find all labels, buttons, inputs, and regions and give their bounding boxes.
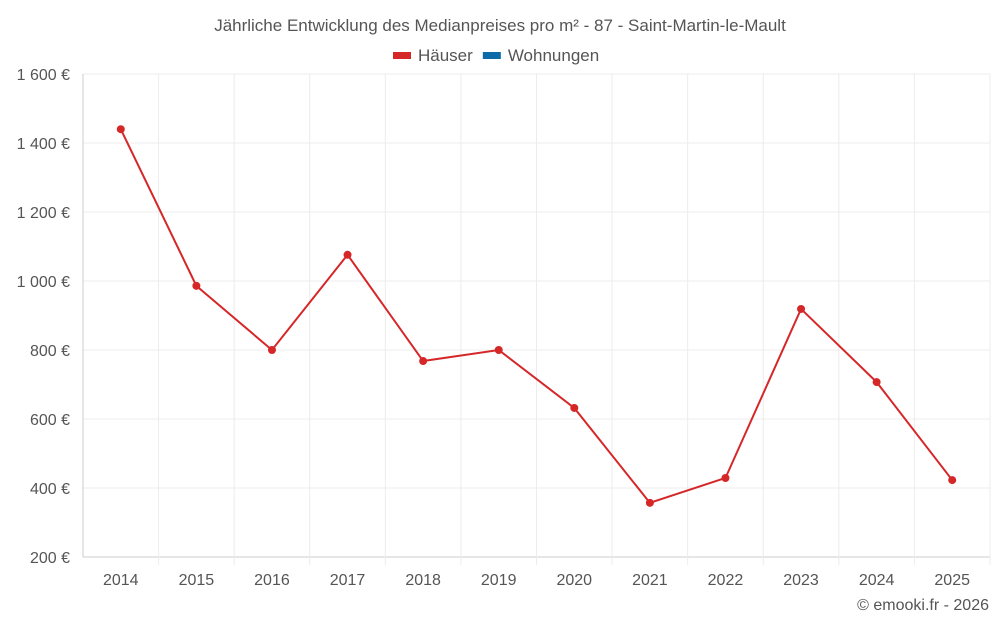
x-tick-label: 2023	[783, 572, 819, 589]
y-tick-label: 1 400 €	[17, 136, 70, 153]
data-point[interactable]	[645, 498, 654, 507]
y-tick-label: 1 600 €	[17, 67, 70, 84]
x-tick-label: 2017	[330, 572, 366, 589]
x-tick-label: 2021	[632, 572, 668, 589]
data-point[interactable]	[343, 250, 352, 259]
y-tick-label: 400 €	[30, 481, 70, 498]
chart-title: Jährliche Entwicklung des Medianpreises …	[214, 16, 786, 35]
data-point[interactable]	[419, 357, 428, 366]
x-tick-label: 2025	[934, 572, 970, 589]
data-point[interactable]	[494, 346, 503, 354]
data-point[interactable]	[872, 378, 881, 387]
data-point[interactable]	[948, 476, 957, 485]
x-tick-label: 2014	[103, 572, 139, 589]
series-line	[119, 128, 954, 505]
legend-item[interactable]: Häuser	[418, 46, 473, 65]
x-tick-label: 2016	[254, 572, 290, 589]
x-tick-label: 2018	[405, 572, 441, 589]
y-tick-label: 200 €	[30, 550, 70, 567]
y-tick-label: 600 €	[30, 412, 70, 429]
y-tick-label: 1 200 €	[17, 205, 70, 222]
x-tick-label: 2020	[556, 572, 592, 589]
credit: © emooki.fr - 2026	[857, 597, 989, 614]
data-point[interactable]	[116, 125, 125, 134]
legend-item[interactable]: Wohnungen	[508, 46, 599, 65]
legend-swatch	[482, 52, 501, 59]
x-tick-label: 2015	[179, 572, 215, 589]
data-point[interactable]	[797, 304, 806, 313]
data-point[interactable]	[192, 281, 201, 290]
data-point[interactable]	[267, 346, 276, 354]
x-tick-label: 2024	[859, 572, 895, 589]
x-tick-label: 2022	[708, 572, 744, 589]
legend-swatch	[393, 52, 411, 59]
data-point[interactable]	[570, 403, 579, 412]
y-tick-label: 1 000 €	[17, 274, 70, 291]
x-tick-label: 2019	[481, 572, 517, 589]
data-point[interactable]	[721, 473, 730, 482]
y-tick-label: 800 €	[30, 343, 70, 360]
